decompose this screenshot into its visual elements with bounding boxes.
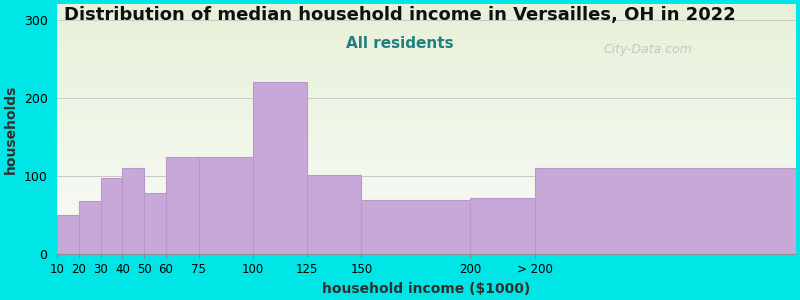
Bar (144, 193, 166, 254)
Bar (535, 168, 796, 254)
Y-axis label: households: households (4, 85, 18, 174)
Bar (470, 198, 535, 254)
Text: Distribution of median household income in Versailles, OH in 2022: Distribution of median household income … (64, 6, 736, 24)
Bar (101, 178, 122, 254)
Bar (362, 200, 470, 254)
Bar (79, 201, 101, 254)
Bar (198, 157, 253, 254)
Bar (58, 215, 79, 254)
Bar (307, 175, 362, 254)
X-axis label: household income ($1000): household income ($1000) (322, 282, 530, 296)
Bar (253, 82, 307, 254)
Bar (166, 157, 198, 254)
Bar (122, 168, 144, 254)
Text: All residents: All residents (346, 36, 454, 51)
Text: City-Data.com: City-Data.com (604, 43, 693, 56)
